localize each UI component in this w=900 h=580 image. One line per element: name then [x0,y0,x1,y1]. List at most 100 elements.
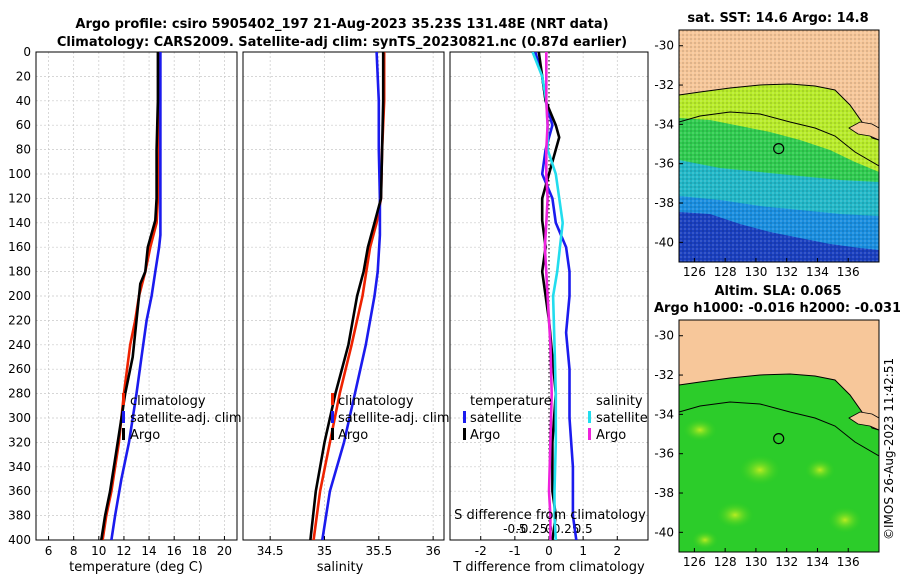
y-tick-label: 40 [16,94,31,108]
sla-map-title2: Argo h1000: -0.016 h2000: -0.031 [654,301,900,316]
kangaroo-island [848,121,879,141]
legend-label-argo: Argo [338,428,368,443]
map-x-tick-label: 134 [806,555,829,569]
x-tick-label: 34.5 [257,544,284,558]
map-y-tick-label: -30 [654,329,674,343]
map-y-tick-label: -38 [654,196,674,210]
sst-map-frame [678,29,880,263]
sst-map-title: sat. SST: 14.6 Argo: 14.8 [687,11,868,26]
legend-title-salinity: salinity [596,394,643,409]
sla-anomaly [691,530,719,550]
x-tick-label: 35.5 [365,544,392,558]
map-x-tick-label: 136 [837,265,860,279]
argo-location-marker [773,433,785,445]
sla-anomaly [827,506,863,534]
map-y-tick-label: -34 [654,407,674,421]
legend-label-argo: Argo [130,428,160,443]
x-tick-label: 0 [545,544,553,558]
y-tick-label: 100 [8,167,31,181]
s-tick-label: -0.25 [516,522,547,536]
y-tick-label: 280 [8,387,31,401]
x-tick-label: 20 [217,544,232,558]
salinity-xlabel: salinity [317,560,364,575]
y-tick-label: 220 [8,313,31,327]
map-y-tick-label: -36 [654,157,674,171]
series-line-satellite-adj-clim [321,52,382,540]
temperature-xlabel: temperature (deg C) [69,560,203,575]
legend-swatch-climatology [331,393,334,405]
map-x-tick-label: 132 [775,555,798,569]
map-x-tick-label: 130 [744,555,767,569]
s-tick-label: 0 [545,522,553,536]
x-tick-label: 6 [45,544,53,558]
difference-legend-temperature: temperature satellite Argo [463,394,552,443]
series-line-temperature-argo [537,52,561,540]
legend-swatch-s-argo [588,428,591,440]
map-x-tick-label: 132 [775,265,798,279]
map-x-tick-label: 130 [744,265,767,279]
legend-label-climatology: climatology [130,394,206,409]
y-tick-label: 140 [8,216,31,230]
y-tick-label: 260 [8,362,31,376]
legend-swatch-s-satellite [588,411,591,423]
y-tick-label: 60 [16,118,31,132]
depth-axis: 0 20 40 60 80 100 120 140 160 180 200 220 240 260 280 3… [8,45,31,547]
t-difference-xlabel: T difference from climatology [452,560,645,575]
x-tick-label: 14 [141,544,156,558]
sla-map-frame [678,319,880,553]
legend-label-satellite: satellite-adj. clim [130,411,242,426]
legend-label-t-argo: Argo [470,428,500,443]
map-y-tick-label: -34 [654,117,674,131]
series-line-temperature-satellite [534,52,578,540]
series-line-argo [309,52,385,540]
y-tick-label: 240 [8,338,31,352]
legend-swatch-t-satellite [463,411,466,423]
map-x-tick-label: 134 [806,265,829,279]
sst-map [679,30,879,262]
x-tick-label: 10 [91,544,106,558]
legend-label-s-argo: Argo [596,428,626,443]
x-tick-label: 2 [613,544,621,558]
s-tick-label: 0.25 [553,522,580,536]
y-tick-label: 0 [23,45,31,59]
x-tick-label: 16 [167,544,182,558]
legend-label-t-satellite: satellite [470,411,522,426]
legend-swatch-t-argo [463,428,466,440]
map-y-tick-label: -38 [654,486,674,500]
x-tick-label: 18 [192,544,207,558]
x-tick-label: 12 [116,544,131,558]
legend-swatch-satellite [331,411,334,423]
y-tick-label: 20 [16,69,31,83]
panel-frame [242,51,445,541]
sla-anomaly [682,418,718,442]
y-tick-label: 400 [8,533,31,547]
argo-location-marker [773,143,785,155]
salinity-panel: 34.5 35 35.5 36 [242,51,445,558]
series-group [531,52,578,540]
isobath [679,401,879,457]
x-tick-label: 1 [579,544,587,558]
sla-map-title1: Altim. SLA: 0.065 [715,284,842,299]
y-tick-label: 80 [16,143,31,157]
panel-frame [35,51,238,541]
salinity-legend: climatology satellite-adj. clim Argo [331,393,450,443]
y-tick-label: 380 [8,509,31,523]
difference-panel: -2 -1 0 1 2-0.5-0.250 0.250.5 [449,51,649,558]
map-y-tick-label: -32 [654,78,674,92]
series-line-satellite-adj-clim [110,52,162,540]
kangaroo-island [848,411,879,431]
map-x-tick-label: 136 [837,555,860,569]
series-group [100,52,162,540]
legend-swatch-argo [331,428,334,440]
map-y-tick-label: -40 [654,235,674,249]
y-tick-label: 160 [8,240,31,254]
x-tick-label: 8 [70,544,78,558]
y-tick-label: 300 [8,411,31,425]
y-tick-label: 120 [8,191,31,205]
legend-swatch-climatology [122,393,125,405]
map-y-tick-label: -40 [654,525,674,539]
temperature-panel: 6 8 10 12 14 16 18 20 [35,51,238,558]
sla-anomaly [804,458,836,482]
sla-anomaly [738,454,782,486]
